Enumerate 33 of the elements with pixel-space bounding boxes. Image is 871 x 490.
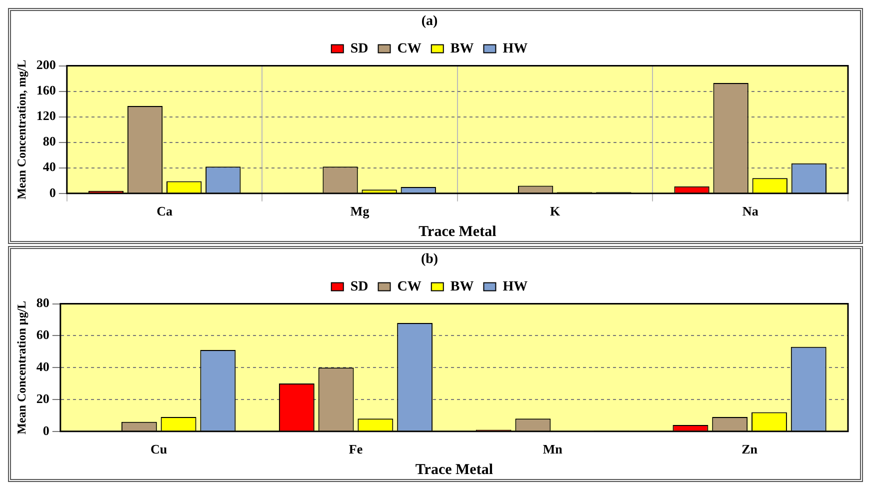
x-tick-label: K (550, 204, 562, 219)
x-tick-label: Zn (742, 442, 758, 457)
legend-label: CW (397, 279, 422, 294)
y-tick-label: 80 (36, 295, 50, 310)
legend-label: BW (450, 41, 474, 56)
x-axis-title: Trace Metal (415, 462, 493, 478)
y-tick-label: 200 (36, 57, 56, 72)
x-tick-label: Cu (150, 442, 168, 457)
y-tick-label: 80 (42, 134, 56, 149)
chart-title: (b) (420, 252, 438, 268)
x-tick-label: Na (742, 204, 759, 219)
y-tick-label: 0 (49, 184, 56, 200)
x-tick-label: Mg (350, 204, 370, 219)
y-axis-title: Mean Concentration, mg/L (14, 60, 28, 200)
legend-label: HW (502, 41, 528, 56)
y-axis-title: Mean Concentration µg/L (14, 300, 28, 434)
y-tick-label: 120 (36, 108, 56, 124)
y-tick-label: 40 (42, 159, 56, 174)
legend-label: BW (450, 279, 474, 294)
y-tick-label: 60 (36, 327, 50, 342)
x-tick-label: Ca (156, 204, 173, 219)
legend-label: SD (350, 279, 368, 294)
legend-label: SD (350, 41, 368, 56)
y-tick-label: 40 (36, 358, 50, 374)
x-tick-label: Fe (348, 442, 363, 457)
x-axis-title: Trace Metal (418, 224, 496, 240)
legend-label: HW (502, 279, 528, 294)
y-tick-label: 160 (36, 82, 56, 98)
legend-label: CW (397, 41, 422, 56)
y-tick-label: 0 (42, 422, 50, 438)
chart-title: (a) (421, 14, 438, 30)
y-tick-label: 20 (36, 390, 50, 406)
x-tick-label: Mn (542, 442, 564, 457)
